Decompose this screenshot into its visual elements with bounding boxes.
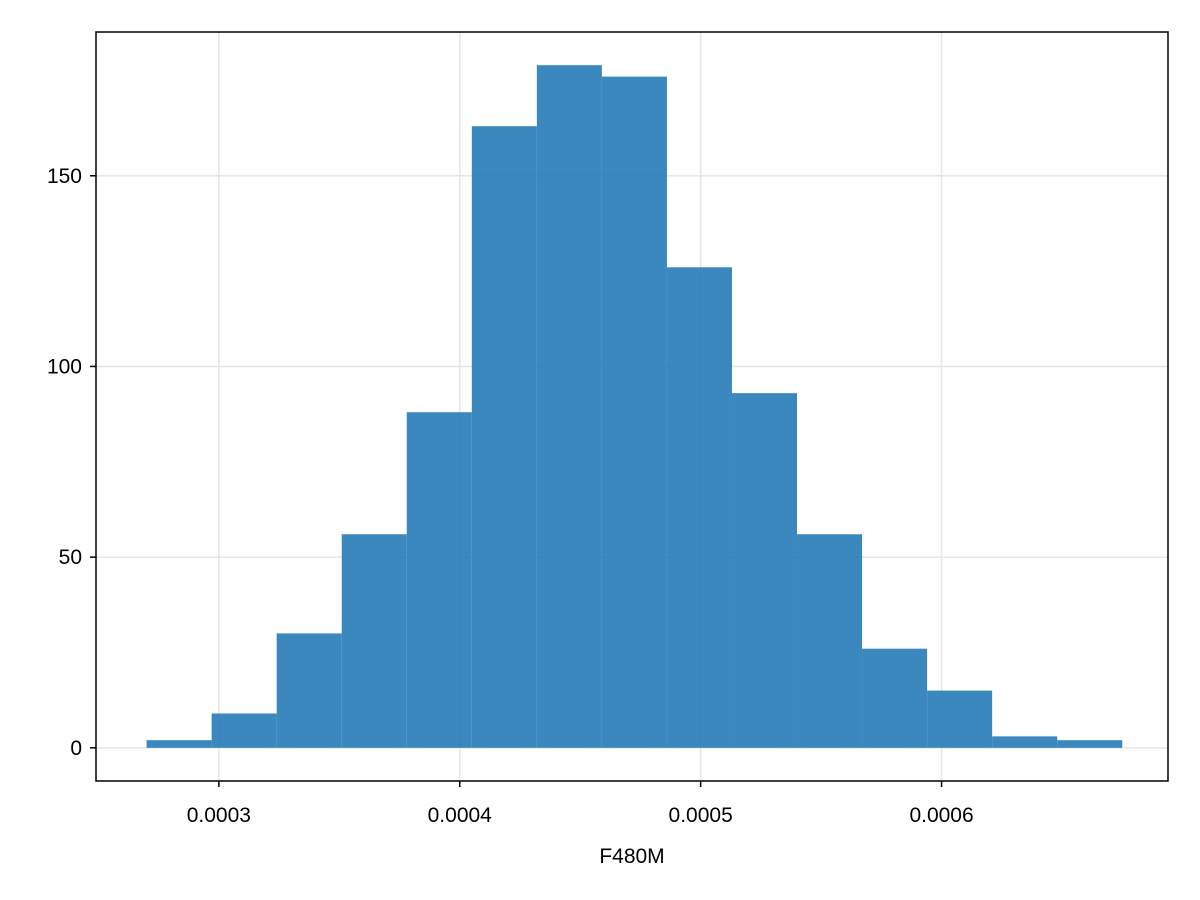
histogram-bar <box>536 65 602 748</box>
y-tick-label: 0 <box>70 737 82 760</box>
x-tick-label: 0.0005 <box>669 804 733 827</box>
plot-frame <box>95 31 1169 782</box>
histogram-bar <box>276 633 342 748</box>
x-tick-label: 0.0003 <box>187 804 251 827</box>
x-tick-label: 0.0006 <box>909 804 973 827</box>
histogram-bar <box>146 740 212 748</box>
histogram-bar <box>992 736 1058 748</box>
histogram-bars <box>146 65 1123 748</box>
histogram-bar <box>1057 740 1123 748</box>
x-tick-label: 0.0004 <box>428 804 493 827</box>
y-axis-ticks: 0 50 100 150 <box>47 165 96 760</box>
histogram-bar <box>601 76 667 748</box>
histogram-bar <box>211 713 277 748</box>
histogram-bar <box>731 393 798 748</box>
x-axis-label: F480M <box>599 845 664 868</box>
histogram-bar <box>406 412 472 748</box>
histogram-bar <box>471 126 537 748</box>
y-tick-label: 100 <box>47 355 82 378</box>
histogram-bar <box>862 648 928 748</box>
y-tick-label: 50 <box>59 546 82 569</box>
histogram-bar <box>341 534 407 748</box>
histogram-bar <box>927 690 993 748</box>
x-axis-ticks: 0.0003 0.0004 0.0005 0.0006 <box>187 781 974 827</box>
histogram-bar <box>666 267 732 748</box>
histogram-bar <box>797 534 863 748</box>
y-tick-label: 150 <box>47 165 82 188</box>
